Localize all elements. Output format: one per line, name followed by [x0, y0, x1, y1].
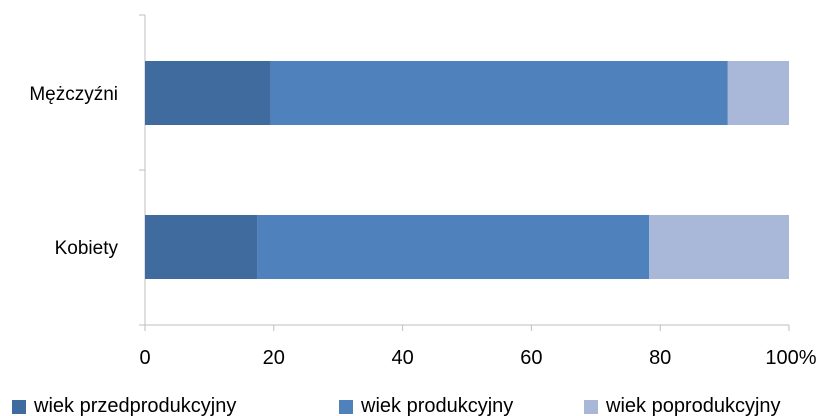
x-tick-label: 40: [391, 347, 413, 369]
legend-label: wiek przedprodukcyjny: [33, 395, 236, 416]
legend-swatch: [584, 400, 598, 414]
bar-segment: [727, 61, 789, 125]
x-tick-label: 100%: [765, 347, 816, 369]
x-tick-label: 60: [520, 347, 542, 369]
legend-swatch: [339, 400, 353, 414]
legend-label: wiek produkcyjny: [360, 395, 513, 416]
bar-segment: [145, 61, 271, 125]
category-label: Mężczyźni: [29, 84, 118, 105]
legend: wiek przedprodukcyjny wiek produkcyjny wie…: [12, 395, 781, 416]
x-tick-labels: 0 20 40 60 80 100%: [139, 347, 816, 369]
bar-segment: [270, 61, 728, 125]
category-labels: Mężczyźni Kobiety: [29, 84, 118, 259]
x-tick-label: 80: [649, 347, 671, 369]
bar-segment: [649, 215, 789, 279]
legend-item: wiek poprodukcyjny: [584, 395, 781, 416]
legend-swatch: [12, 400, 26, 414]
bar-segment: [257, 215, 650, 279]
legend-item: wiek przedprodukcyjny: [12, 395, 236, 416]
legend-item: wiek produkcyjny: [339, 395, 513, 416]
category-label: Kobiety: [55, 238, 119, 259]
bars: [145, 61, 789, 279]
bar-segment: [145, 215, 258, 279]
legend-label: wiek poprodukcyjny: [605, 395, 781, 416]
x-tick-label: 0: [139, 347, 150, 369]
x-tick-label: 20: [263, 347, 285, 369]
